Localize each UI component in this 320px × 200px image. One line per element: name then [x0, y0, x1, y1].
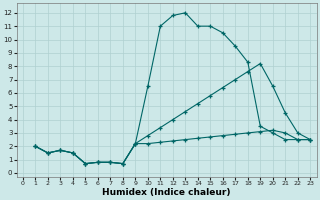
X-axis label: Humidex (Indice chaleur): Humidex (Indice chaleur): [102, 188, 231, 197]
